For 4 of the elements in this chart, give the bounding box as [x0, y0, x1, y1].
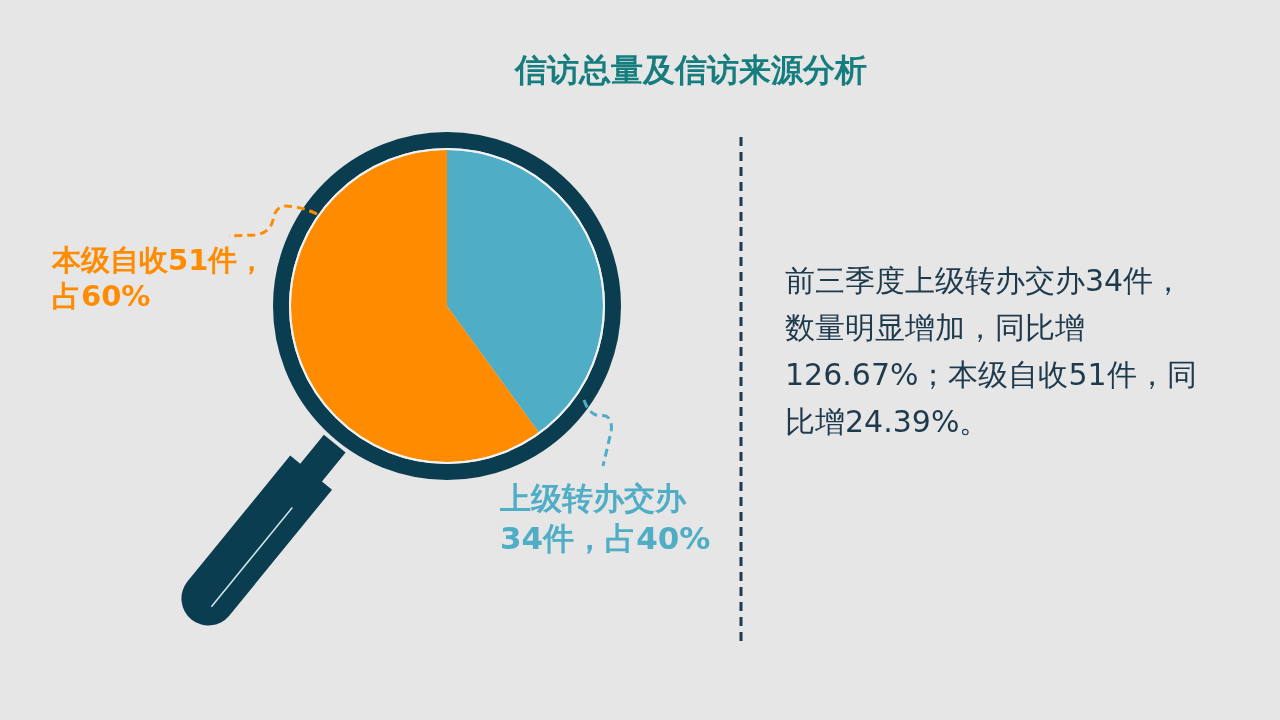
chart-title: 信访总量及信访来源分析 [515, 50, 867, 90]
text: 前三季度上级转办交办34件，数量明显增加，同比增126.67%；本级自收51件，同比增24.39%。 [785, 262, 1198, 441]
slice-label: 上级转办交办34件，占40% [499, 480, 711, 557]
slice-label: 本级自收51件，占60% [51, 242, 267, 313]
